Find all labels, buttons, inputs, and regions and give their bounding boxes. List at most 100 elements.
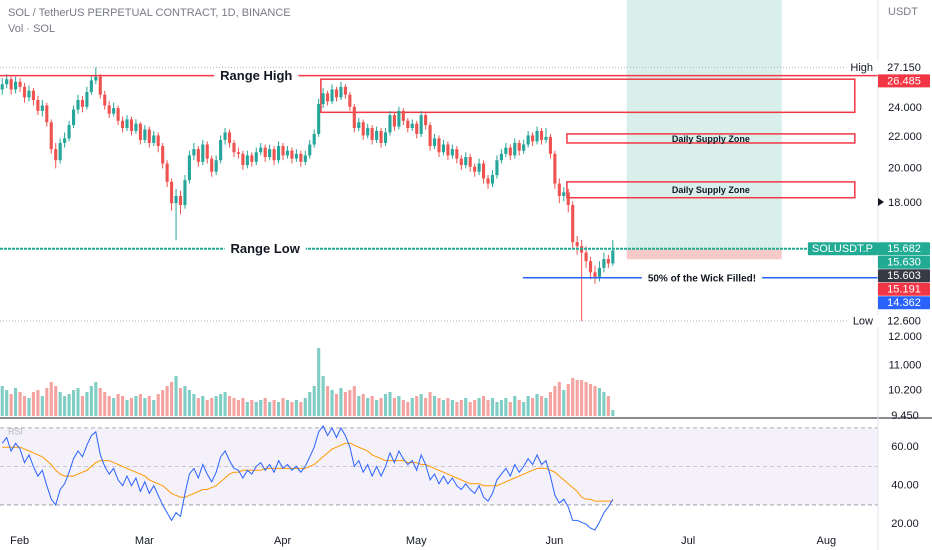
candle-body [236,152,241,154]
candle-body [294,153,298,159]
candle-body [268,149,272,158]
y-tick-label: 22.000 [888,131,922,143]
candle-body [250,155,254,162]
candle-body [495,160,499,176]
volume-bar [477,398,481,416]
volume-bar [54,386,58,416]
price-label-name: Low [853,315,873,327]
y-tick-label: 12.000 [888,331,922,343]
candle-body [125,119,129,129]
candle-body [80,100,85,107]
volume-bar [232,398,236,416]
volume-bar [71,390,76,416]
annotation-bg [641,270,763,285]
candle-body [352,106,356,129]
rsi-band [0,427,878,505]
y-tick-label: 9.450 [891,410,919,422]
volume-bar [321,376,325,416]
volume-bar [513,396,517,416]
candle-body [464,157,468,166]
candle-body [40,105,44,111]
price-label: 12.600 [887,315,921,327]
zone-label: Daily Supply Zone [672,134,750,144]
price-label-name-bg [846,60,878,74]
volume-bar [0,386,4,416]
volume-bar [522,402,526,416]
price-label-bg [878,74,930,88]
volume-bar [290,402,294,416]
volume-bar [22,396,27,416]
volume-bar [268,402,272,416]
position-loss [626,248,782,260]
candle-body [588,261,593,273]
candle-body [27,90,31,98]
candle-body [584,252,588,262]
candle-body [174,195,178,204]
candle-body [22,86,27,98]
candle-body [383,132,388,143]
candle-body [490,175,495,184]
annotation-label: 50% of the Wick Filled! [648,273,756,284]
volume-bar [348,390,352,416]
candle-body [450,149,454,156]
candle-body [539,130,544,140]
volume-bar [129,398,134,416]
candle-body [129,119,134,131]
volume-bar [490,398,495,416]
volume-bar [352,386,356,416]
volume-bar [210,398,214,416]
volume-bar [58,392,62,416]
volume-bar [285,400,290,416]
candle-body [76,100,80,110]
volume-bar [89,386,93,416]
volume-bar [406,402,410,416]
volume-bar [397,396,401,416]
volume-bar [499,400,503,416]
volume-bar [517,400,521,416]
volume-bar [121,396,125,416]
rsi-title: RSI [8,426,23,436]
volume-bar [125,400,129,416]
volume-bar [107,396,111,416]
volume-bar [27,398,31,416]
candle-body [14,81,18,90]
volume-bar [294,400,298,416]
price-label-bg [878,282,930,296]
volume-bar [388,392,392,416]
candle-body [410,123,414,129]
volume-bar [14,388,18,416]
volume-bar [94,382,98,416]
candle-body [597,267,602,277]
price-label-bg [878,255,930,269]
volume-bar [366,398,370,416]
candle-body [143,129,147,140]
candle-body [223,132,227,140]
volume-bar [165,386,169,416]
volume-bar [446,398,450,416]
candle-body [348,94,352,107]
volume-title: Vol · SOL [8,23,55,35]
candle-body [357,122,361,129]
volume-bar [575,380,579,416]
candle-body [147,129,151,143]
x-tick-label: Feb [10,535,29,547]
candle-body [535,130,539,142]
candle-body [606,259,610,264]
y-tick-label: 10.200 [888,385,922,397]
y-tick-label: 18.000 [888,197,922,209]
candle-body [379,130,383,143]
candle-body [388,115,392,133]
y-tick-label: 24.000 [888,102,922,114]
volume-bar [205,400,209,416]
volume-bar [566,384,570,416]
volume-bar [486,400,490,416]
candle-body [85,92,89,107]
volume-bar [303,398,307,416]
volume-bar [236,400,241,416]
volume-bar [562,390,566,416]
volume-bar [437,398,441,416]
volume-bar [281,398,285,416]
annotation-label: Range High [220,68,292,83]
candle-body [31,90,35,101]
